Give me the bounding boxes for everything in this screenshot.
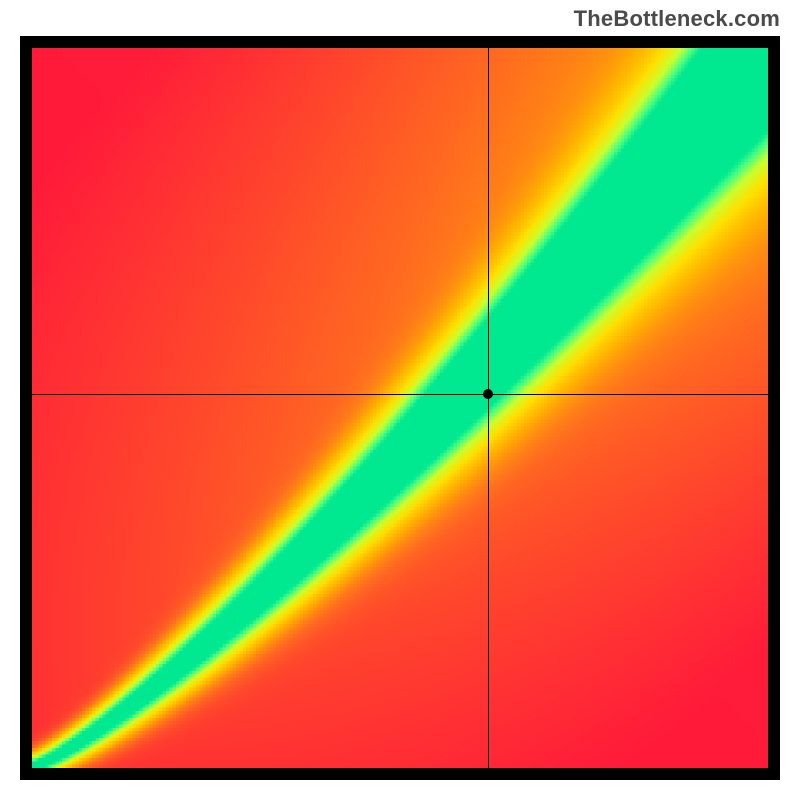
crosshair-horizontal (32, 394, 768, 395)
crosshair-marker[interactable] (483, 389, 493, 399)
chart-frame (20, 36, 780, 780)
heatmap-canvas (32, 48, 768, 768)
crosshair-vertical (488, 48, 489, 768)
watermark-label: TheBottleneck.com (574, 6, 780, 32)
chart-container: TheBottleneck.com (0, 0, 800, 800)
heatmap-area (32, 48, 768, 768)
